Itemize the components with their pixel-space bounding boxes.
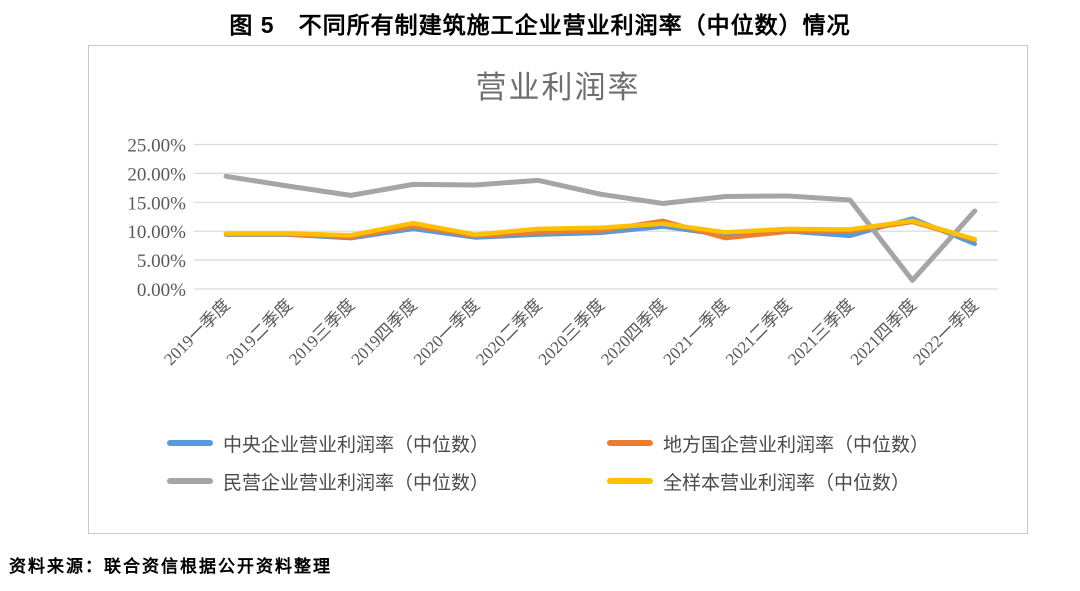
legend-swatch-private	[167, 478, 213, 484]
series-line-private	[223, 173, 978, 283]
series-line-full-sample	[223, 218, 978, 242]
x-axis-tick-label: 2019三季度	[285, 295, 359, 369]
x-axis-tick-label: 2020三季度	[535, 295, 609, 369]
source-note: 资料来源：联合资信根据公开资料整理	[9, 557, 332, 576]
legend-item-local-soe: 地方国企营业利润率（中位数）	[607, 429, 1047, 457]
x-axis-tick-label: 2020四季度	[597, 295, 671, 369]
x-axis-tick-label: 2019四季度	[347, 295, 421, 369]
line-chart: 0.00% 5.00% 10.00% 15.00% 20.00% 25.00% 2019一季…	[127, 136, 998, 369]
x-axis-tick-label: 2019一季度	[160, 295, 234, 369]
y-axis-tick-label: 0.00%	[137, 280, 186, 301]
chart-legend: 中央企业营业利润率（中位数） 地方国企营业利润率（中位数） 民营企业营业利润率（中位…	[167, 429, 1047, 495]
x-axis-tick-label: 2021二季度	[722, 295, 796, 369]
legend-label: 全样本营业利润率（中位数）	[663, 472, 911, 494]
legend-item-central: 中央企业营业利润率（中位数）	[167, 429, 607, 457]
legend-swatch-local-soe	[607, 440, 653, 446]
legend-label: 民营企业营业利润率（中位数）	[223, 472, 490, 494]
legend-item-full-sample: 全样本营业利润率（中位数）	[607, 467, 1047, 495]
legend-swatch-central	[167, 440, 213, 446]
y-axis-tick-label: 10.00%	[127, 222, 186, 243]
legend-label: 地方国企营业利润率（中位数）	[663, 434, 930, 456]
x-axis-tick-label: 2020一季度	[410, 295, 484, 369]
y-axis-tick-label: 25.00%	[127, 136, 186, 157]
figure-title: 图 5 不同所有制建筑施工企业营业利润率（中位数）情况	[229, 12, 851, 38]
y-axis-tick-label: 20.00%	[127, 164, 186, 185]
x-axis-tick-label: 2021一季度	[659, 295, 733, 369]
x-axis-tick-label: 2020二季度	[472, 295, 546, 369]
chart-panel: 0.00% 5.00% 10.00% 15.00% 20.00% 25.00% 2019一季…	[88, 45, 1028, 534]
legend-swatch-full-sample	[607, 478, 653, 484]
chart-title: 营业利润率	[475, 70, 641, 105]
x-axis-tick-label: 2022一季度	[909, 295, 983, 369]
y-axis-tick-label: 5.00%	[137, 251, 186, 272]
y-axis-tick-label: 15.00%	[127, 193, 186, 214]
legend-item-private: 民营企业营业利润率（中位数）	[167, 467, 607, 495]
x-axis-tick-label: 2021四季度	[847, 295, 921, 369]
x-axis-tick-label: 2019二季度	[223, 295, 297, 369]
x-axis-tick-label: 2021三季度	[784, 295, 858, 369]
legend-label: 中央企业营业利润率（中位数）	[223, 434, 490, 456]
